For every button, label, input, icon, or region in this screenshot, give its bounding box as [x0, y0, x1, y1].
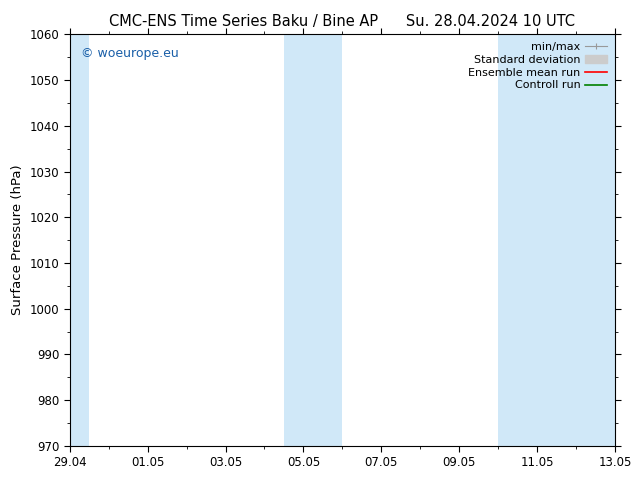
- Y-axis label: Surface Pressure (hPa): Surface Pressure (hPa): [11, 165, 24, 316]
- Bar: [70, 34, 89, 446]
- Bar: [284, 34, 342, 446]
- Title: CMC-ENS Time Series Baku / Bine AP      Su. 28.04.2024 10 UTC: CMC-ENS Time Series Baku / Bine AP Su. 2…: [109, 14, 576, 29]
- Bar: [498, 34, 615, 446]
- Legend: min/max, Standard deviation, Ensemble mean run, Controll run: min/max, Standard deviation, Ensemble me…: [466, 40, 609, 93]
- Text: © woeurope.eu: © woeurope.eu: [81, 47, 178, 60]
